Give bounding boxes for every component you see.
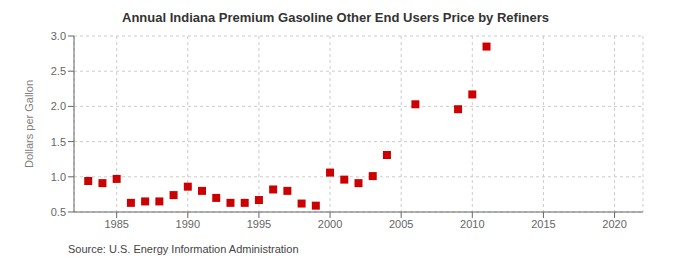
- svg-text:1995: 1995: [247, 218, 271, 230]
- svg-text:2.5: 2.5: [51, 65, 66, 77]
- svg-text:1985: 1985: [104, 218, 128, 230]
- html-text:Annual Indiana Premium Gasolin: Annual Indiana Premium Gasoline Other En…: [122, 10, 549, 25]
- svg-text:1.0: 1.0: [51, 171, 66, 183]
- svg-text:2020: 2020: [602, 218, 626, 230]
- svg-text:3.0: 3.0: [51, 30, 66, 42]
- html-text:Source: U.S. Energy Informatio: Source: U.S. Energy Information Administ…: [68, 243, 299, 255]
- svg-text:2.0: 2.0: [51, 100, 66, 112]
- svg-text:1.5: 1.5: [51, 136, 66, 148]
- svg-text:2000: 2000: [318, 218, 342, 230]
- svg-text:Dollars per Gallon: Dollars per Gallon: [23, 80, 35, 168]
- svg-text:1990: 1990: [176, 218, 200, 230]
- svg-text:2015: 2015: [531, 218, 555, 230]
- svg-text:0.5: 0.5: [51, 206, 66, 218]
- svg-text:2010: 2010: [460, 218, 484, 230]
- svg-text:2005: 2005: [389, 218, 413, 230]
